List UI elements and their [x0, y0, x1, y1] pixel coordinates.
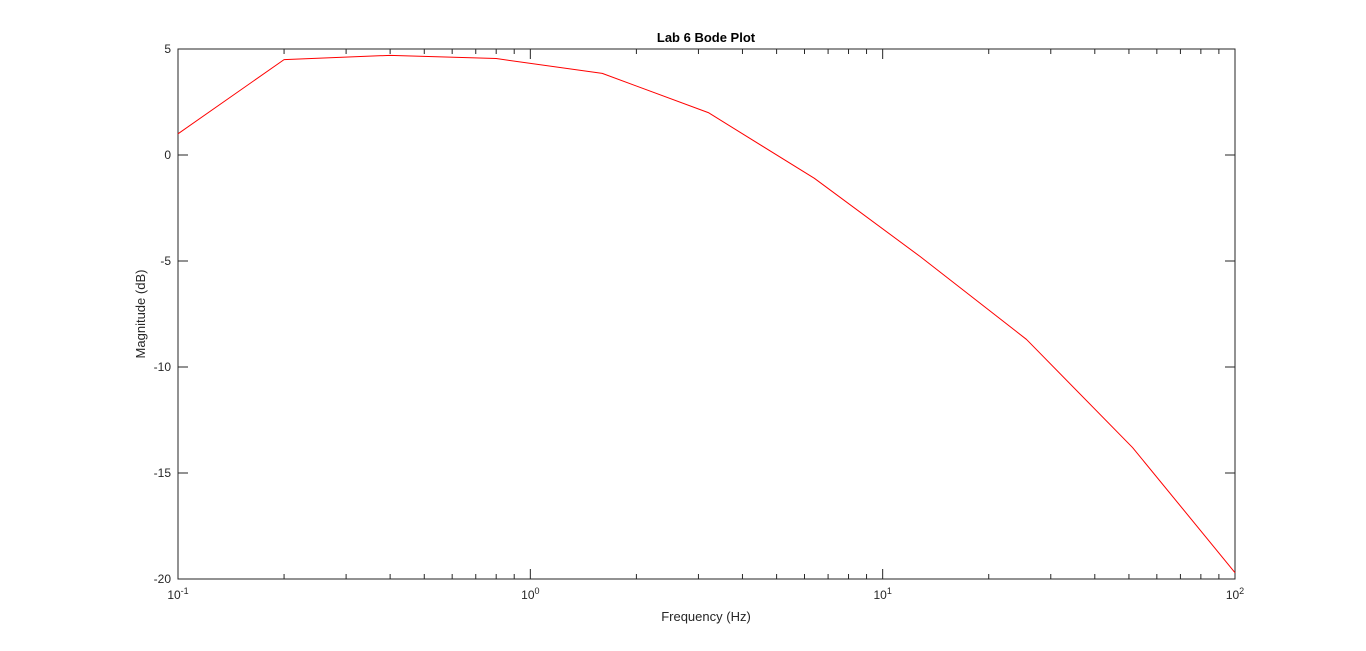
x-tick-label: 10-1	[167, 586, 188, 602]
x-axis-label: Frequency (Hz)	[661, 609, 751, 624]
y-tick-label: 0	[164, 148, 171, 162]
y-tick-label: -15	[154, 466, 172, 480]
y-tick-label: -10	[154, 360, 172, 374]
y-tick-labels: 5 0 -5 -10 -15 -20	[154, 42, 172, 586]
x-tick-label: 100	[521, 586, 539, 602]
y-tick-label: -20	[154, 572, 172, 586]
series-line	[177, 54, 1236, 573]
chart-title: Lab 6 Bode Plot	[657, 30, 756, 45]
y-tick-label: 5	[164, 42, 171, 56]
y-tick-label: -5	[160, 254, 171, 268]
x-tick-labels: 10-1 100 101 102	[167, 586, 1244, 602]
series-layer	[177, 54, 1236, 573]
x-tick-label: 101	[873, 586, 891, 602]
plot-area	[177, 48, 1236, 580]
minor-ticks	[283, 49, 1220, 579]
x-tick-label: 102	[1226, 586, 1244, 602]
major-ticks	[177, 48, 1236, 580]
y-axis-label: Magnitude (dB)	[133, 270, 148, 359]
